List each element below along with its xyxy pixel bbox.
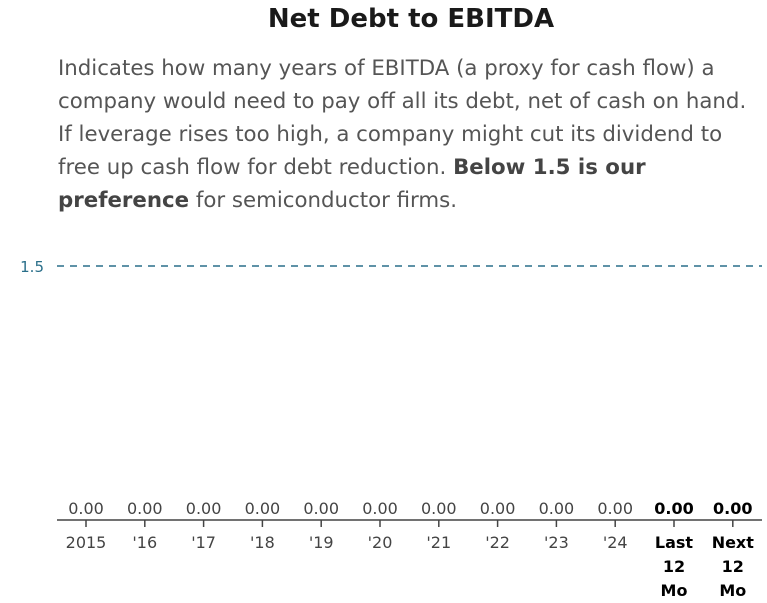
x-tick-label: '22 bbox=[485, 533, 510, 552]
chart-title: Net Debt to EBITDA bbox=[267, 4, 555, 34]
data-label: 0.00 bbox=[362, 499, 398, 518]
x-tick-label: '17 bbox=[191, 533, 216, 552]
data-label: 0.00 bbox=[245, 499, 281, 518]
data-label: 0.00 bbox=[186, 499, 222, 518]
x-tick-label: '19 bbox=[309, 533, 334, 552]
x-tick-label: 12 bbox=[722, 557, 744, 576]
data-label: 0.00 bbox=[421, 499, 457, 518]
chart-description: Indicates how many years of EBITDA (a pr… bbox=[58, 52, 758, 217]
reference-line-label: 1.5 bbox=[20, 258, 44, 276]
data-label: 0.00 bbox=[597, 499, 633, 518]
x-tick-label: Next bbox=[712, 533, 755, 552]
x-tick-label: '20 bbox=[368, 533, 393, 552]
description-text: Indicates how many years of EBITDA (a pr… bbox=[58, 56, 747, 180]
data-label: 0.00 bbox=[713, 499, 752, 518]
x-tick-label: '16 bbox=[132, 533, 157, 552]
data-label: 0.00 bbox=[68, 499, 104, 518]
x-tick-label: Last bbox=[655, 533, 694, 552]
data-label: 0.00 bbox=[303, 499, 339, 518]
data-label: 0.00 bbox=[539, 499, 575, 518]
data-label: 0.00 bbox=[127, 499, 163, 518]
x-tick-label: 2015 bbox=[66, 533, 107, 552]
data-label: 0.00 bbox=[654, 499, 693, 518]
x-tick-label: '21 bbox=[426, 533, 451, 552]
data-label: 0.00 bbox=[480, 499, 516, 518]
x-tick-label: '18 bbox=[250, 533, 275, 552]
x-tick-label: 12 bbox=[663, 557, 685, 576]
description-emphasis: Below 1.5 is our preference bbox=[58, 155, 646, 213]
description-text-end: for semiconductor firms. bbox=[189, 188, 458, 213]
x-tick-label: Mo bbox=[719, 581, 746, 600]
x-tick-label: '24 bbox=[603, 533, 628, 552]
x-tick-label: '23 bbox=[544, 533, 569, 552]
x-tick-label: Mo bbox=[661, 581, 688, 600]
